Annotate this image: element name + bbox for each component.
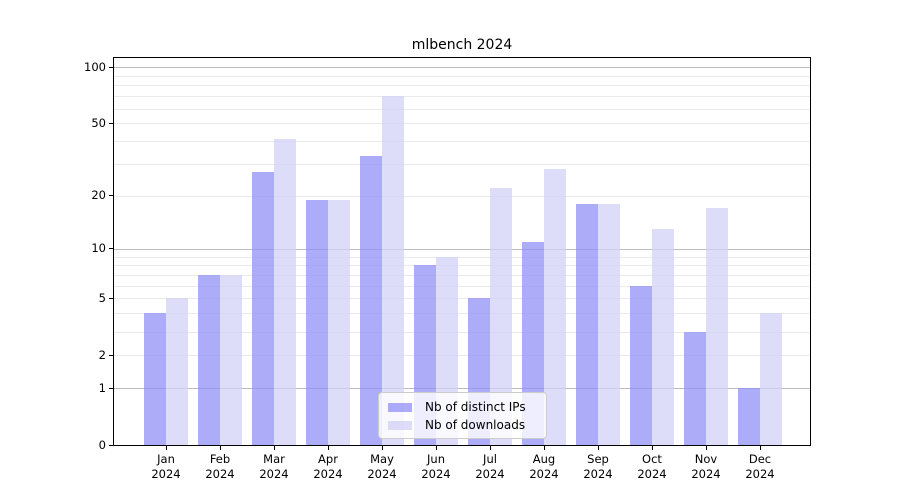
bar-sep-distinct-ips xyxy=(576,204,598,445)
y-tick-mark xyxy=(109,66,114,68)
y-tick-mark xyxy=(109,248,114,250)
gridline-major xyxy=(114,67,810,69)
y-tick-mark xyxy=(109,297,114,299)
x-tick-label-sep: Sep 2024 xyxy=(583,452,613,481)
gridline-minor xyxy=(114,331,810,333)
y-tick-label: 2 xyxy=(98,347,106,362)
y-tick-label: 20 xyxy=(91,188,106,203)
bar-dec-downloads xyxy=(760,313,782,445)
bar-nov-distinct-ips xyxy=(684,331,706,445)
y-tick-mark xyxy=(109,122,114,124)
plot-area: Nb of distinct IPs Nb of downloads xyxy=(113,57,811,446)
x-tick-label-mar: Mar 2024 xyxy=(259,452,289,481)
bar-jan-distinct-ips xyxy=(144,313,166,445)
y-tick-label: 10 xyxy=(91,241,106,256)
legend-item-downloads: Nb of downloads xyxy=(388,418,537,432)
x-tick-mark xyxy=(759,446,761,450)
gridline-minor xyxy=(114,298,810,300)
y-tick-mark xyxy=(109,387,114,389)
x-tick-label-jul: Jul 2024 xyxy=(475,452,505,481)
gridline-minor xyxy=(114,274,810,276)
bar-may-downloads xyxy=(382,96,404,445)
gridline-minor xyxy=(114,163,810,165)
y-tick-label: 0 xyxy=(98,437,106,452)
gridline-major xyxy=(114,248,810,250)
x-tick-mark xyxy=(381,446,383,450)
bar-feb-distinct-ips xyxy=(198,274,220,445)
legend: Nb of distinct IPs Nb of downloads xyxy=(378,392,547,439)
x-tick-label-may: May 2024 xyxy=(367,452,397,481)
legend-label-distinct-ips: Nb of distinct IPs xyxy=(425,400,526,414)
x-tick-label-apr: Apr 2024 xyxy=(313,452,343,481)
gridline-minor xyxy=(114,96,810,97)
x-tick-mark xyxy=(273,446,275,450)
legend-swatch-downloads-icon xyxy=(388,420,412,430)
gridline-major xyxy=(114,388,810,390)
bar-nov-downloads xyxy=(706,208,728,445)
x-tick-label-aug: Aug 2024 xyxy=(529,452,559,481)
x-tick-label-jan: Jan 2024 xyxy=(151,452,181,481)
gridline-minor xyxy=(114,123,810,125)
gridline-minor xyxy=(114,141,810,142)
x-tick-mark xyxy=(651,446,653,450)
chart-title: mlbench 2024 xyxy=(411,37,513,53)
bar-jan-downloads xyxy=(166,298,188,445)
y-tick-mark xyxy=(109,444,114,446)
bar-apr-distinct-ips xyxy=(306,199,328,445)
bars-layer xyxy=(114,58,810,445)
bar-sep-downloads xyxy=(598,204,620,445)
bar-jul-downloads xyxy=(490,188,512,445)
y-tick-label: 1 xyxy=(98,380,106,395)
bar-apr-downloads xyxy=(328,199,350,445)
x-tick-label-jun: Jun 2024 xyxy=(421,452,451,481)
gridline-minor xyxy=(114,75,810,77)
x-tick-mark xyxy=(597,446,599,450)
x-tick-mark xyxy=(543,446,545,450)
legend-swatch-distinct-ips-icon xyxy=(388,402,412,412)
legend-item-distinct-ips: Nb of distinct IPs xyxy=(388,400,537,414)
y-tick-mark xyxy=(109,195,114,197)
bar-mar-downloads xyxy=(274,139,296,445)
gridline-minor xyxy=(114,265,810,267)
bar-oct-distinct-ips xyxy=(630,285,652,445)
x-tick-label-oct: Oct 2024 xyxy=(637,452,667,481)
x-tick-mark xyxy=(489,446,491,450)
gridline-minor xyxy=(114,355,810,357)
x-tick-label-nov: Nov 2024 xyxy=(691,452,721,481)
bar-dec-distinct-ips xyxy=(738,388,760,445)
x-tick-mark xyxy=(327,446,329,450)
y-tick-label: 5 xyxy=(98,290,106,305)
gridline-minor xyxy=(114,256,810,258)
bar-aug-downloads xyxy=(544,169,566,445)
x-tick-mark xyxy=(705,446,707,450)
grid-layer xyxy=(114,58,810,445)
y-tick-label: 50 xyxy=(91,115,106,130)
legend-label-downloads: Nb of downloads xyxy=(425,418,526,432)
bar-mar-distinct-ips xyxy=(252,172,274,445)
gridline-minor xyxy=(114,313,810,315)
x-tick-mark xyxy=(219,446,221,450)
y-tick-mark xyxy=(109,354,114,356)
bar-feb-downloads xyxy=(220,274,242,445)
gridline-minor xyxy=(114,85,810,87)
x-tick-label-dec: Dec 2024 xyxy=(745,452,775,481)
x-tick-mark xyxy=(165,446,167,450)
gridline-minor xyxy=(114,285,810,287)
bar-oct-downloads xyxy=(652,229,674,445)
x-tick-mark xyxy=(435,446,437,450)
gridline-minor xyxy=(114,195,810,197)
gridline-minor xyxy=(114,108,810,110)
y-tick-label: 100 xyxy=(84,59,106,74)
bar-may-distinct-ips xyxy=(360,156,382,445)
x-tick-label-feb: Feb 2024 xyxy=(205,452,235,481)
